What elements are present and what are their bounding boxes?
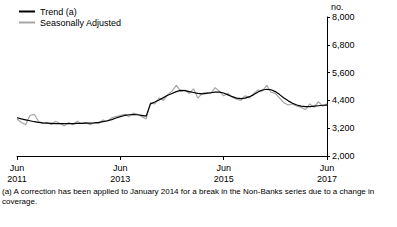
svg-text:coverage.: coverage. — [2, 197, 37, 206]
svg-text:6,800: 6,800 — [332, 40, 355, 50]
svg-text:Seasonally Adjusted: Seasonally Adjusted — [40, 18, 121, 28]
svg-text:3,200: 3,200 — [332, 123, 355, 133]
svg-text:(a) A correction has been appl: (a) A correction has been applied to Jan… — [2, 187, 376, 196]
svg-text:Jun: Jun — [113, 163, 128, 173]
svg-text:Trend (a): Trend (a) — [40, 7, 77, 17]
svg-text:Jun: Jun — [10, 163, 25, 173]
svg-text:Jun: Jun — [320, 163, 335, 173]
svg-text:4,400: 4,400 — [332, 95, 355, 105]
svg-text:5,600: 5,600 — [332, 68, 355, 78]
svg-text:no.: no. — [331, 2, 344, 12]
svg-text:2015: 2015 — [214, 174, 234, 184]
svg-text:Jun: Jun — [216, 163, 231, 173]
svg-text:2011: 2011 — [7, 174, 26, 184]
svg-text:8,000: 8,000 — [332, 12, 355, 22]
svg-text:2013: 2013 — [110, 174, 130, 184]
svg-text:2,000: 2,000 — [332, 151, 355, 161]
svg-text:2017: 2017 — [317, 174, 337, 184]
